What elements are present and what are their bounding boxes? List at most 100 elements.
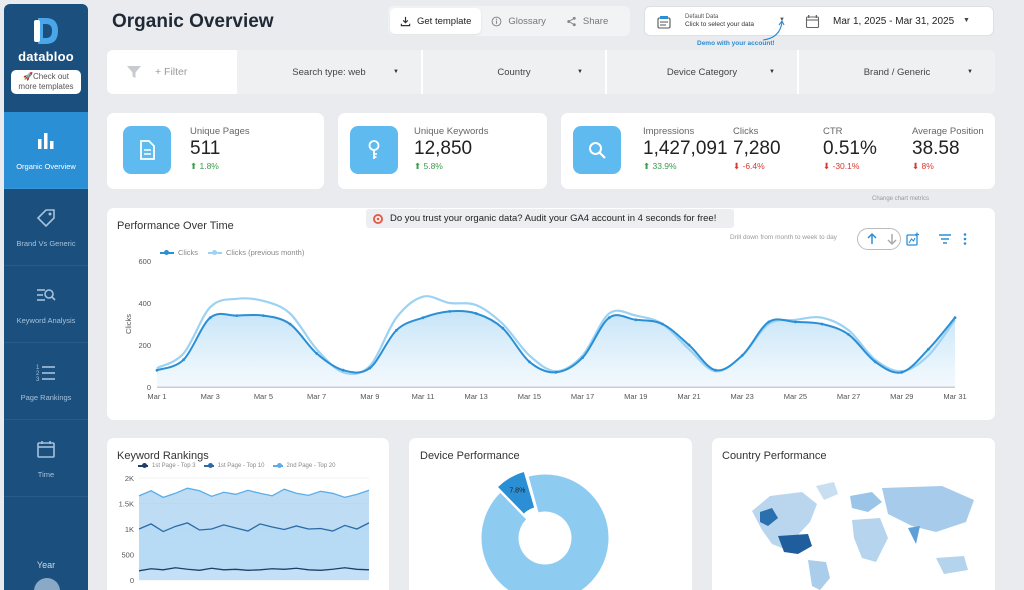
- kpi-change-value: -6.4%: [742, 161, 765, 171]
- sidebar-item-label: Time: [37, 469, 55, 479]
- map-europe: [850, 492, 882, 512]
- chevron-down-icon: ▼: [769, 69, 775, 75]
- kpi-value: 0.51%: [823, 138, 877, 159]
- legend-swatch: [203, 463, 214, 468]
- add-filter-label: + Filter: [155, 66, 188, 78]
- legend-label: 1st Page - Top 10: [217, 463, 265, 469]
- legend-item-top20[interactable]: 2nd Page - Top 20: [272, 463, 335, 469]
- y-tick-label: 1K: [125, 525, 134, 534]
- x-tick-label: Mar 31: [943, 392, 966, 401]
- country-dropdown[interactable]: Country ▼: [423, 50, 605, 94]
- y-axis-label: Clicks: [124, 314, 133, 334]
- add-filter-button[interactable]: + Filter: [107, 50, 235, 94]
- databloo-logo-icon: [34, 18, 58, 44]
- kpi-change: ⬆ 5.8%: [414, 161, 443, 171]
- document-icon: [123, 126, 171, 174]
- country-performance-title: Country Performance: [722, 450, 827, 462]
- data-point-clicks: [687, 343, 691, 347]
- more-options-icon[interactable]: [958, 232, 972, 246]
- brand-generic-dropdown[interactable]: Brand / Generic ▼: [799, 50, 995, 94]
- funnel-icon: [127, 66, 141, 78]
- chevron-down-icon: ▼: [967, 69, 973, 75]
- dropdown-label: Country: [497, 66, 531, 78]
- audit-banner[interactable]: Do you trust your organic data? Audit yo…: [366, 209, 734, 228]
- data-point-clicks: [820, 322, 824, 326]
- svg-text:1: 1: [36, 365, 40, 371]
- unique-pages-card: Unique Pages 511 ⬆ 1.8%: [107, 113, 324, 189]
- sidebar-item-brand-vs-generic[interactable]: Brand Vs Generic: [4, 189, 88, 266]
- data-point-clicks: [208, 316, 212, 320]
- search-metrics-card: Impressions 1,427,091 ⬆ 33.9% Clicks 7,2…: [561, 113, 995, 189]
- check-templates-button[interactable]: 🚀Check out more templates: [11, 70, 81, 94]
- download-icon: [400, 16, 411, 26]
- search-type-dropdown[interactable]: Search type: web ▼: [237, 50, 421, 94]
- date-range-picker[interactable]: Mar 1, 2025 - Mar 31, 2025: [833, 16, 955, 27]
- kpi-value: 12,850: [414, 138, 473, 159]
- data-point-clicks: [927, 347, 930, 351]
- share-button[interactable]: Share: [556, 8, 618, 34]
- sidebar-item-organic-overview[interactable]: Organic Overview: [4, 112, 88, 189]
- sidebar-item-keyword-analysis[interactable]: Keyword Analysis: [4, 266, 88, 343]
- ctr-kpi: CTR 0.51% ⬇ -30.1%: [823, 126, 877, 172]
- keyword-area-chart: 0 500 1K 1.5K 2K: [119, 474, 370, 585]
- keyword-legend: 1st Page - Top 3 1st Page - Top 10 2nd P…: [138, 463, 335, 469]
- data-source-caret-icon[interactable]: ▼: [779, 17, 785, 23]
- map-africa: [852, 518, 888, 562]
- legend-item-top10[interactable]: 1st Page - Top 10: [203, 463, 265, 469]
- data-point-clicks: [235, 314, 239, 317]
- map-south-america: [808, 560, 830, 590]
- data-source-icon[interactable]: [657, 15, 671, 29]
- clicks-area: [157, 311, 955, 387]
- data-point-clicks: [607, 316, 611, 320]
- map-usa: [778, 534, 812, 554]
- legend-item-top3[interactable]: 1st Page - Top 3: [138, 463, 196, 469]
- change-metrics-hint: Change chart metrics: [872, 196, 930, 202]
- get-template-button[interactable]: Get template: [390, 8, 482, 34]
- kpi-label: Unique Pages: [190, 126, 250, 137]
- year-selector[interactable]: [34, 578, 60, 590]
- logo[interactable]: databloo 🚀Check out more templates: [4, 4, 88, 112]
- legend-swatch: [272, 463, 283, 468]
- glossary-button[interactable]: Glossary: [481, 8, 555, 34]
- chart-metrics-icon[interactable]: [906, 232, 920, 246]
- performance-legend: Clicks Clicks (previous month): [160, 248, 304, 257]
- curved-arrow-icon: [762, 19, 785, 41]
- date-caret-icon[interactable]: ▼: [963, 17, 970, 24]
- unique-keywords-kpi: Unique Keywords 12,850 ⬆ 5.8%: [414, 126, 488, 172]
- drill-up-icon[interactable]: [865, 232, 879, 246]
- kpi-change: ⬆ 1.8%: [190, 161, 219, 171]
- data-point-clicks: [794, 320, 797, 324]
- legend-swatch: [208, 249, 222, 255]
- y-tick-label: 500: [121, 551, 134, 560]
- filter-lines-icon[interactable]: [938, 232, 952, 246]
- x-tick-label: Mar 1: [147, 392, 166, 401]
- magnifier-icon: [573, 126, 621, 174]
- device-category-dropdown[interactable]: Device Category ▼: [607, 50, 797, 94]
- data-point-clicks: [395, 328, 398, 332]
- y-tick-label: 600: [138, 257, 151, 266]
- data-point-clicks: [847, 333, 850, 336]
- data-point-clicks: [661, 322, 664, 326]
- data-point-clicks: [900, 370, 904, 374]
- filter-bar: + Filter Search type: web ▼ Country ▼ Devi…: [107, 50, 995, 94]
- data-point-clicks: [155, 368, 159, 372]
- legend-item-clicks[interactable]: Clicks: [160, 248, 198, 257]
- chevron-down-icon: ▼: [577, 69, 583, 75]
- data-point-clicks: [740, 354, 744, 357]
- kpi-value: 7,280: [733, 138, 781, 159]
- data-point-clicks: [581, 356, 584, 359]
- map-canada-highlight: [760, 508, 778, 526]
- world-map[interactable]: [712, 466, 995, 590]
- map-asia: [882, 486, 974, 532]
- sidebar-item-time[interactable]: Time: [4, 420, 88, 497]
- sidebar-item-label: Brand Vs Generic: [16, 238, 76, 248]
- calendar-icon[interactable]: [805, 14, 820, 29]
- map-greenland: [816, 482, 838, 500]
- demo-with-account-link[interactable]: Demo with your account!: [697, 40, 775, 47]
- legend-item-clicks-previous[interactable]: Clicks (previous month): [208, 248, 304, 257]
- data-source-selector[interactable]: Click to select your data: [685, 21, 755, 28]
- data-point-clicks: [421, 316, 425, 320]
- drill-down-icon[interactable]: [885, 232, 899, 246]
